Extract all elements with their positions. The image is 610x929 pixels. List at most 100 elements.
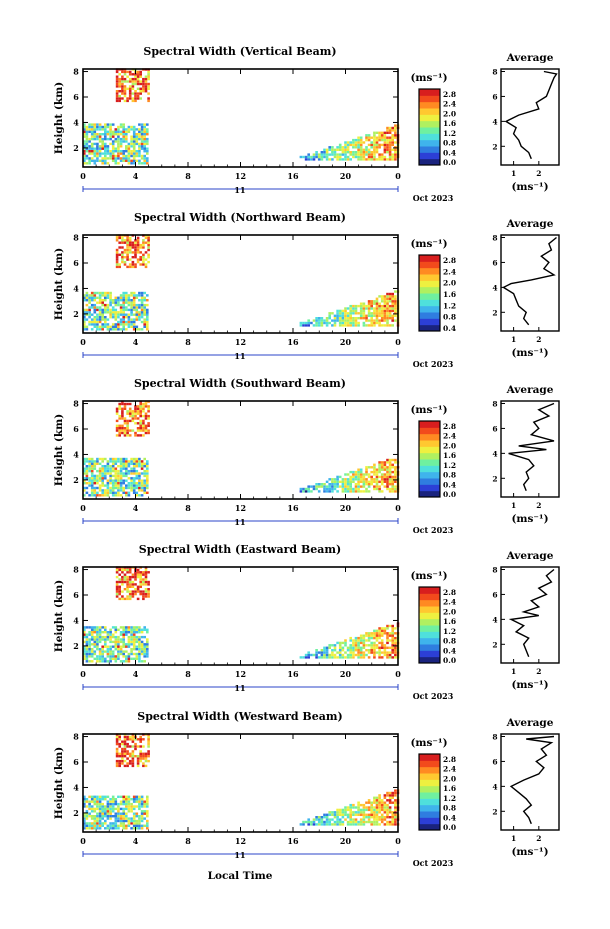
heatmap-cell: [143, 489, 146, 492]
heatmap-cell: [357, 483, 360, 486]
heatmap-cell: [136, 738, 140, 741]
heatmap-cell: [90, 323, 94, 326]
average-xlabel: (ms⁻¹): [511, 347, 548, 359]
heatmap-cell: [386, 466, 389, 469]
heatmap-cell: [315, 153, 318, 156]
heatmap-cell: [109, 477, 112, 480]
colorbar-swatch: [419, 101, 440, 109]
heatmap-cell: [388, 309, 392, 313]
heatmap-cell: [93, 631, 97, 634]
heatmap-cell: [383, 796, 387, 799]
heatmap-cell: [90, 474, 94, 478]
heatmap-cell: [354, 309, 358, 313]
heatmap-cell: [83, 313, 86, 316]
heatmap-cell: [373, 155, 376, 159]
heatmap-cell: [138, 795, 141, 798]
heatmap-cell: [88, 626, 91, 629]
heatmap-cell: [367, 148, 371, 151]
heatmap-cell: [83, 645, 86, 648]
heatmap-cell: [336, 651, 339, 654]
heatmap-cell: [146, 802, 149, 806]
heatmap-cell: [127, 802, 131, 806]
heatmap-cell: [118, 253, 121, 256]
heatmap-cell: [373, 302, 376, 305]
heatmap-cell: [320, 324, 324, 327]
heatmap-cell: [83, 472, 86, 475]
heatmap-cell: [93, 465, 97, 468]
heatmap-cell: [125, 650, 128, 653]
heatmap-cell: [111, 462, 115, 465]
heatmap-cell: [125, 154, 128, 158]
heatmap-cell: [136, 597, 140, 601]
heatmap-cell: [359, 813, 363, 816]
heatmap-cell: [106, 812, 110, 815]
colorbar-swatch: [419, 618, 440, 626]
y-tick-label: 2: [73, 309, 79, 319]
heatmap-cell: [109, 817, 112, 820]
heatmap-cell: [138, 652, 141, 656]
heatmap-cell: [370, 324, 373, 327]
heatmap-cell: [93, 798, 97, 801]
heatmap-cell: [140, 660, 144, 663]
heatmap-cell: [121, 590, 124, 593]
heatmap-cell: [96, 128, 99, 131]
heatmap-cell: [336, 483, 339, 486]
heatmap-cell: [388, 791, 392, 795]
heatmap-cell: [386, 324, 389, 327]
avg-y-tick-label: 8: [492, 67, 497, 76]
heatmap-cell: [139, 412, 142, 415]
heatmap-cell: [88, 469, 91, 473]
heatmap-cell: [338, 146, 342, 149]
heatmap-cell: [90, 303, 94, 307]
heatmap-cell: [370, 312, 373, 315]
heatmap-cell: [109, 655, 112, 658]
heatmap-cell: [135, 655, 139, 658]
heatmap-cell: [378, 307, 381, 310]
heatmap-cell: [134, 742, 137, 746]
avg-y-tick-label: 4: [492, 615, 497, 624]
heatmap-cell: [375, 823, 379, 826]
heatmap-cell: [147, 70, 150, 74]
colorbar-units: (ms⁻¹): [410, 238, 447, 250]
heatmap-cell: [104, 795, 107, 798]
heatmap-cell: [88, 648, 91, 651]
heatmap-cell: [370, 300, 373, 303]
heatmap-cell: [127, 805, 131, 808]
heatmap-cell: [386, 656, 389, 659]
heatmap-cell: [391, 818, 394, 821]
heatmap-cell: [142, 573, 145, 576]
heatmap-cell: [140, 819, 144, 823]
heatmap-cell: [123, 578, 127, 581]
heatmap-cell: [380, 808, 384, 812]
heatmap-cell: [367, 309, 371, 313]
heatmap-cell: [138, 128, 141, 131]
heatmap-cell: [114, 469, 118, 473]
heatmap-cell: [138, 123, 141, 126]
heatmap-cell: [88, 159, 91, 162]
heatmap-cell: [143, 140, 146, 143]
heatmap-cell: [143, 150, 146, 153]
heatmap-cell: [93, 650, 97, 653]
heatmap-cell: [386, 141, 389, 144]
heatmap-cell: [121, 97, 124, 100]
heatmap-cell: [378, 653, 381, 657]
heatmap-cell: [111, 482, 115, 485]
colorbar-tick-label: 2.8: [443, 256, 456, 265]
heatmap-cell: [391, 644, 394, 647]
heatmap-cell: [349, 141, 352, 144]
heatmap-cell: [328, 483, 331, 486]
heatmap-cell: [104, 157, 107, 160]
heatmap-cell: [90, 494, 94, 497]
heatmap-cell: [106, 795, 110, 798]
heatmap-cell: [325, 151, 329, 154]
heatmap-cell: [310, 490, 313, 493]
x-tick-label: 4: [133, 669, 139, 679]
heatmap-cell: [130, 489, 133, 492]
heatmap-cell: [325, 646, 329, 649]
heatmap-cell: [90, 822, 94, 825]
heatmap-cell: [375, 820, 379, 824]
heatmap-cell: [114, 318, 118, 321]
heatmap-cell: [88, 822, 91, 825]
heatmap-cell: [104, 472, 107, 475]
heatmap-cell: [388, 480, 392, 483]
